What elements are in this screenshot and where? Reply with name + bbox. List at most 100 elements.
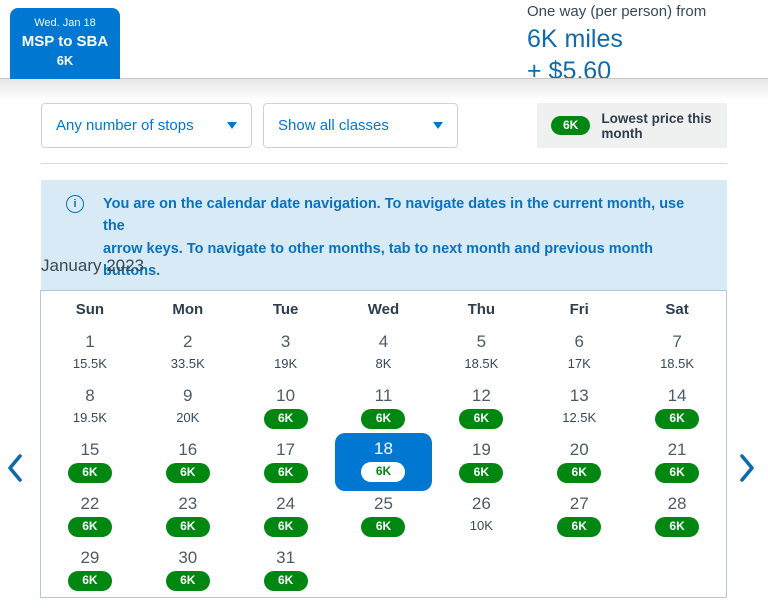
lowest-price-pill: 6K [263,409,308,429]
calendar-day-5[interactable]: 5 18.5K [432,327,530,381]
calendar-day-7[interactable]: 7 18.5K [628,327,726,381]
date-number: 24 [276,494,296,513]
date-number: 12 [471,386,491,405]
lowest-price-pill: 6K [67,463,112,483]
day-header-fri: Fri [569,300,589,318]
classes-dropdown[interactable]: Show all classes [263,103,458,148]
date-number: 7 [672,332,682,351]
lowest-price-pill: 6K [67,517,112,537]
section-divider [41,163,727,164]
calendar-grid: Sun Mon Tue Wed Thu Fri Sat 1 15.5K 2 33.5K 3 19K 4 8… [40,290,727,598]
date-number: 29 [80,548,100,567]
calendar-day-13[interactable]: 13 12.5K [530,381,628,435]
price-summary: One way (per person) from 6K miles + $5.… [527,3,706,86]
calendar-day-4[interactable]: 4 8K [335,327,433,381]
day-header-mon: Mon [172,300,204,318]
lowest-price-pill: 6K [655,409,700,429]
date-number: 25 [374,494,393,513]
calendar-day-18-selected[interactable]: 18 6K [334,433,433,491]
date-number: 3 [280,332,291,351]
date-number: 13 [569,386,589,405]
date-number: 21 [667,440,687,459]
date-number: 19 [471,440,491,459]
calendar-day-17[interactable]: 17 6K [237,435,335,489]
date-number: 15 [80,440,100,459]
calendar-day-14[interactable]: 14 6K [628,381,726,435]
calendar-day-19[interactable]: 19 6K [432,435,530,489]
date-number: 20 [569,440,589,459]
date-number: 28 [667,494,687,513]
banner-text: You are on the calendar date navigation.… [103,193,697,283]
price-text: 33.5K [170,356,205,372]
calendar-day-22[interactable]: 22 6K [41,489,139,543]
calendar-navigation-banner: i You are on the calendar date navigatio… [41,180,727,296]
lowest-price-pill: 6K [655,517,700,537]
lowest-price-pill: 6K [459,463,504,483]
calendar-day-27[interactable]: 27 6K [530,489,628,543]
date-number: 9 [183,386,193,405]
classes-dropdown-value: Show all classes [278,117,389,134]
chevron-down-icon [227,122,237,129]
route-tab-date: Wed. Jan 18 [34,17,96,29]
banner-text-line1: You are on the calendar date navigation.… [103,196,685,235]
day-header-wed: Wed [367,300,400,318]
calendar-empty-cell [335,543,433,597]
calendar-day-21[interactable]: 21 6K [628,435,726,489]
calendar-day-31[interactable]: 31 6K [237,543,335,597]
lowest-price-pill: 6K [655,463,700,483]
calendar-day-2[interactable]: 2 33.5K [139,327,237,381]
calendar-day-30[interactable]: 30 6K [139,543,237,597]
date-number: 30 [178,548,198,567]
price-text: 18.5K [464,356,499,372]
chevron-down-icon [433,122,443,129]
route-tab-route: MSP to SBA [21,33,109,50]
date-number: 17 [276,440,296,459]
calendar-day-10[interactable]: 10 6K [237,381,335,435]
previous-month-button[interactable] [3,447,29,489]
lowest-price-pill: 6K [165,463,210,483]
lowest-price-pill: 6K [263,517,308,537]
calendar-empty-cell [628,543,726,597]
calendar-day-26[interactable]: 26 10K [432,489,530,543]
chevron-right-icon [740,454,754,482]
calendar-day-29[interactable]: 29 6K [41,543,139,597]
calendar-day-12[interactable]: 12 6K [432,381,530,435]
lowest-price-pill: 6K [361,517,406,537]
calendar-day-23[interactable]: 23 6K [139,489,237,543]
lowest-price-pill: 6K [361,462,406,482]
calendar-empty-cell [530,543,628,597]
price-text: 8K [375,356,392,372]
calendar-day-9[interactable]: 9 20K [139,381,237,435]
calendar-day-3[interactable]: 3 19K [237,327,335,381]
calendar-day-25[interactable]: 25 6K [335,489,433,543]
lowest-price-pill: 6K [361,409,406,429]
date-number: 31 [276,548,296,567]
lowest-price-pill: 6K [165,571,210,591]
calendar-day-11[interactable]: 11 6K [335,381,433,435]
calendar-day-6[interactable]: 6 17K [530,327,628,381]
price-text: 18.5K [660,356,695,372]
date-number: 4 [378,332,389,351]
day-header-sun: Sun [75,300,105,318]
date-number: 23 [178,494,198,513]
next-month-button[interactable] [735,447,761,489]
price-summary-miles: 6K miles [527,25,623,54]
date-number: 1 [85,332,95,351]
lowest-price-pill: 6K [263,463,308,483]
calendar-day-8[interactable]: 8 19.5K [41,381,139,435]
lowest-price-badge: 6K [551,115,591,136]
date-number: 5 [476,332,487,351]
stops-dropdown[interactable]: Any number of stops [41,103,252,148]
stops-dropdown-value: Any number of stops [56,117,194,134]
calendar-day-20[interactable]: 20 6K [530,435,628,489]
calendar-day-16[interactable]: 16 6K [139,435,237,489]
day-header-tue: Tue [272,300,299,318]
calendar-day-28[interactable]: 28 6K [628,489,726,543]
route-tab-selected[interactable]: Wed. Jan 18 MSP to SBA 6K [10,8,120,79]
chevron-left-icon [8,454,22,482]
calendar-day-1[interactable]: 1 15.5K [41,327,139,381]
lowest-price-pill: 6K [67,571,112,591]
calendar-day-15[interactable]: 15 6K [41,435,139,489]
calendar-day-24[interactable]: 24 6K [237,489,335,543]
